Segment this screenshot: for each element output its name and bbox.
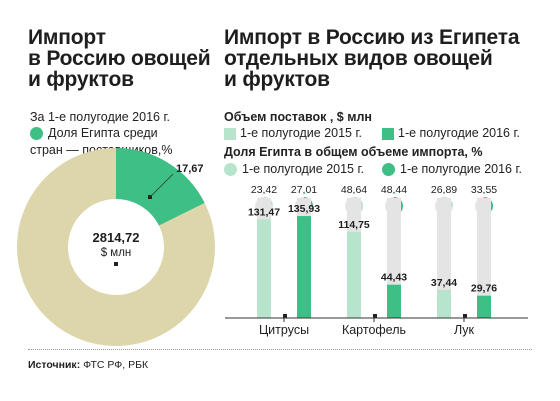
bar-2016 <box>477 295 491 318</box>
left-title: Импорт в Россию овощей и фруктов <box>28 26 211 91</box>
egypt-share-label: 17,67 <box>176 163 204 175</box>
volume-bars: 131,47 135,93 114,75 44,43 37,44 29,76 <box>248 198 497 318</box>
left-legend-line1: Доля Египта среди <box>48 126 158 140</box>
footer-separator <box>28 349 532 350</box>
legend-2015-swatch <box>224 128 236 140</box>
legend-2016-swatch <box>382 128 394 140</box>
legend-2015-label: 1-е полугодие 2015 г. <box>240 126 362 140</box>
baseline-marker <box>463 314 467 318</box>
legend-share-2016-label: 1-е полугодие 2016 г. <box>400 162 522 176</box>
bar-2015 <box>347 231 361 318</box>
share-label-2016: 48,44 <box>381 184 407 196</box>
volume-header: Объем поставок , $ млн <box>224 110 372 124</box>
bar-2015 <box>257 219 271 318</box>
donut-leader-line <box>149 173 174 198</box>
category-labels: Цитрусы Картофель Лук <box>259 318 475 337</box>
egypt-share-legend-dot <box>30 127 43 140</box>
donut-slice-other <box>16 148 215 347</box>
bar-background <box>477 198 491 318</box>
share-label-2015: 23,42 <box>251 184 277 196</box>
bar-2016 <box>297 216 311 318</box>
bar-label-2016: 29,76 <box>471 283 497 295</box>
baseline-marker <box>283 314 287 318</box>
bar-2016 <box>387 284 401 318</box>
bar-label-2015: 131,47 <box>248 206 280 218</box>
legend-share-2015-dot <box>224 163 237 176</box>
share-header: Доля Египта в общем объеме импорта, % <box>224 145 483 159</box>
right-title: Импорт в Россию из Египета отдельных вид… <box>224 26 520 91</box>
donut-center-value: 2814,72 <box>93 230 140 245</box>
bar-2015 <box>437 289 451 318</box>
legend-share-2015-label: 1-е полугодие 2015 г. <box>242 162 364 176</box>
share-label-2015: 26,89 <box>431 184 457 196</box>
category-label: Цитрусы <box>259 323 309 337</box>
baseline-marker <box>373 314 377 318</box>
bar-label-2016: 44,43 <box>381 272 407 284</box>
donut-center-dot <box>114 262 118 266</box>
source-line: Источник: ФТС РФ, РБК <box>28 359 148 371</box>
bar-label-2016: 135,93 <box>288 203 320 215</box>
legend-share-2016-dot <box>382 163 395 176</box>
left-subtitle: За 1-е полугодие 2016 г. <box>30 110 170 124</box>
bar-label-2015: 37,44 <box>431 277 457 289</box>
source-label: Источник: <box>28 359 81 371</box>
legend-2016-label: 1-е полугодие 2016 г. <box>398 126 520 140</box>
bar-background <box>437 198 451 318</box>
share-label-2016: 33,55 <box>471 184 497 196</box>
donut-center-unit: $ млн <box>101 247 132 259</box>
category-label: Картофель <box>342 323 406 337</box>
source-text: ФТС РФ, РБК <box>80 359 149 371</box>
share-label-2015: 48,64 <box>341 184 367 196</box>
category-label: Лук <box>454 323 475 337</box>
share-label-2016: 27,01 <box>291 184 317 196</box>
bar-label-2015: 114,75 <box>338 219 370 231</box>
